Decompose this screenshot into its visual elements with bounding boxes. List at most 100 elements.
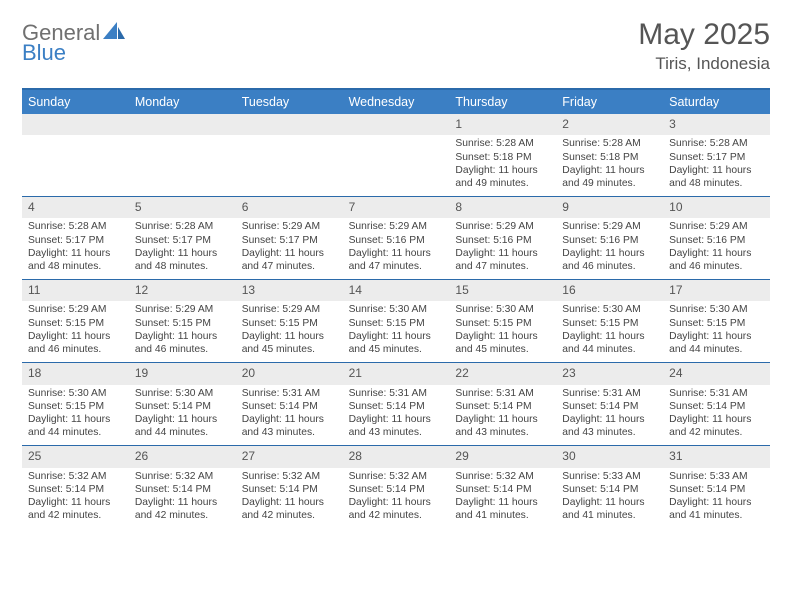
calendar-week: 1Sunrise: 5:28 AMSunset: 5:18 PMDaylight… — [22, 114, 770, 197]
day-number: 2 — [556, 114, 663, 135]
daylight-line: Daylight: 11 hours and 47 minutes. — [455, 247, 550, 273]
day-details: Sunrise: 5:31 AMSunset: 5:14 PMDaylight:… — [236, 385, 343, 446]
day-details: Sunrise: 5:29 AMSunset: 5:15 PMDaylight:… — [236, 301, 343, 362]
sunrise-line: Sunrise: 5:30 AM — [669, 303, 764, 316]
day-number: 31 — [663, 446, 770, 467]
day-number: 3 — [663, 114, 770, 135]
daylight-line: Daylight: 11 hours and 42 minutes. — [669, 413, 764, 439]
day-number: 10 — [663, 197, 770, 218]
calendar-day: 9Sunrise: 5:29 AMSunset: 5:16 PMDaylight… — [556, 197, 663, 279]
sunset-line: Sunset: 5:15 PM — [28, 317, 123, 330]
day-details — [129, 135, 236, 183]
day-number: 18 — [22, 363, 129, 384]
day-details: Sunrise: 5:33 AMSunset: 5:14 PMDaylight:… — [556, 468, 663, 529]
day-details: Sunrise: 5:31 AMSunset: 5:14 PMDaylight:… — [663, 385, 770, 446]
day-number: 19 — [129, 363, 236, 384]
calendar-day: 2Sunrise: 5:28 AMSunset: 5:18 PMDaylight… — [556, 114, 663, 196]
sunrise-line: Sunrise: 5:28 AM — [669, 137, 764, 150]
sail-icon — [103, 22, 125, 44]
day-details: Sunrise: 5:29 AMSunset: 5:16 PMDaylight:… — [556, 218, 663, 279]
calendar-day: 8Sunrise: 5:29 AMSunset: 5:16 PMDaylight… — [449, 197, 556, 279]
sunrise-line: Sunrise: 5:32 AM — [242, 470, 337, 483]
daylight-line: Daylight: 11 hours and 44 minutes. — [28, 413, 123, 439]
calendar-day: 12Sunrise: 5:29 AMSunset: 5:15 PMDayligh… — [129, 280, 236, 362]
sunset-line: Sunset: 5:14 PM — [242, 483, 337, 496]
day-number: 16 — [556, 280, 663, 301]
sunset-line: Sunset: 5:14 PM — [135, 483, 230, 496]
day-number: 24 — [663, 363, 770, 384]
weekday-header: Monday — [129, 90, 236, 114]
day-number: 13 — [236, 280, 343, 301]
day-number: 6 — [236, 197, 343, 218]
day-number: 5 — [129, 197, 236, 218]
sunset-line: Sunset: 5:15 PM — [669, 317, 764, 330]
day-details: Sunrise: 5:28 AMSunset: 5:17 PMDaylight:… — [22, 218, 129, 279]
calendar-day: 17Sunrise: 5:30 AMSunset: 5:15 PMDayligh… — [663, 280, 770, 362]
day-details — [343, 135, 450, 183]
daylight-line: Daylight: 11 hours and 48 minutes. — [28, 247, 123, 273]
sunrise-line: Sunrise: 5:33 AM — [669, 470, 764, 483]
calendar-day: 30Sunrise: 5:33 AMSunset: 5:14 PMDayligh… — [556, 446, 663, 528]
calendar: SundayMondayTuesdayWednesdayThursdayFrid… — [22, 88, 770, 528]
sunset-line: Sunset: 5:14 PM — [242, 400, 337, 413]
calendar-day: 27Sunrise: 5:32 AMSunset: 5:14 PMDayligh… — [236, 446, 343, 528]
daylight-line: Daylight: 11 hours and 44 minutes. — [562, 330, 657, 356]
sunset-line: Sunset: 5:17 PM — [135, 234, 230, 247]
sunset-line: Sunset: 5:17 PM — [242, 234, 337, 247]
sunset-line: Sunset: 5:14 PM — [28, 483, 123, 496]
calendar-day: 18Sunrise: 5:30 AMSunset: 5:15 PMDayligh… — [22, 363, 129, 445]
day-details: Sunrise: 5:32 AMSunset: 5:14 PMDaylight:… — [343, 468, 450, 529]
day-details: Sunrise: 5:32 AMSunset: 5:14 PMDaylight:… — [236, 468, 343, 529]
calendar-day: 6Sunrise: 5:29 AMSunset: 5:17 PMDaylight… — [236, 197, 343, 279]
sunrise-line: Sunrise: 5:28 AM — [28, 220, 123, 233]
daylight-line: Daylight: 11 hours and 43 minutes. — [349, 413, 444, 439]
weekday-header: Friday — [556, 90, 663, 114]
daylight-line: Daylight: 11 hours and 48 minutes. — [135, 247, 230, 273]
calendar-day: 25Sunrise: 5:32 AMSunset: 5:14 PMDayligh… — [22, 446, 129, 528]
calendar-day: 1Sunrise: 5:28 AMSunset: 5:18 PMDaylight… — [449, 114, 556, 196]
day-details: Sunrise: 5:32 AMSunset: 5:14 PMDaylight:… — [449, 468, 556, 529]
sunrise-line: Sunrise: 5:30 AM — [455, 303, 550, 316]
calendar-week: 11Sunrise: 5:29 AMSunset: 5:15 PMDayligh… — [22, 280, 770, 363]
calendar-body: 1Sunrise: 5:28 AMSunset: 5:18 PMDaylight… — [22, 114, 770, 528]
daylight-line: Daylight: 11 hours and 49 minutes. — [562, 164, 657, 190]
daylight-line: Daylight: 11 hours and 42 minutes. — [135, 496, 230, 522]
sunset-line: Sunset: 5:15 PM — [349, 317, 444, 330]
day-details: Sunrise: 5:29 AMSunset: 5:15 PMDaylight:… — [129, 301, 236, 362]
daylight-line: Daylight: 11 hours and 46 minutes. — [28, 330, 123, 356]
day-details: Sunrise: 5:28 AMSunset: 5:17 PMDaylight:… — [663, 135, 770, 196]
sunrise-line: Sunrise: 5:32 AM — [455, 470, 550, 483]
day-number: 25 — [22, 446, 129, 467]
day-number — [236, 114, 343, 135]
sunrise-line: Sunrise: 5:28 AM — [135, 220, 230, 233]
calendar-day-empty — [236, 114, 343, 196]
calendar-day: 11Sunrise: 5:29 AMSunset: 5:15 PMDayligh… — [22, 280, 129, 362]
sunset-line: Sunset: 5:17 PM — [28, 234, 123, 247]
sunrise-line: Sunrise: 5:32 AM — [28, 470, 123, 483]
daylight-line: Daylight: 11 hours and 41 minutes. — [669, 496, 764, 522]
day-details: Sunrise: 5:33 AMSunset: 5:14 PMDaylight:… — [663, 468, 770, 529]
sunset-line: Sunset: 5:15 PM — [562, 317, 657, 330]
daylight-line: Daylight: 11 hours and 44 minutes. — [135, 413, 230, 439]
calendar-day: 20Sunrise: 5:31 AMSunset: 5:14 PMDayligh… — [236, 363, 343, 445]
daylight-line: Daylight: 11 hours and 41 minutes. — [455, 496, 550, 522]
day-details: Sunrise: 5:29 AMSunset: 5:15 PMDaylight:… — [22, 301, 129, 362]
sunset-line: Sunset: 5:14 PM — [562, 400, 657, 413]
sunset-line: Sunset: 5:14 PM — [562, 483, 657, 496]
day-number: 26 — [129, 446, 236, 467]
day-number: 11 — [22, 280, 129, 301]
daylight-line: Daylight: 11 hours and 43 minutes. — [562, 413, 657, 439]
calendar-day: 28Sunrise: 5:32 AMSunset: 5:14 PMDayligh… — [343, 446, 450, 528]
sunrise-line: Sunrise: 5:29 AM — [242, 303, 337, 316]
sunrise-line: Sunrise: 5:31 AM — [349, 387, 444, 400]
weekday-header-row: SundayMondayTuesdayWednesdayThursdayFrid… — [22, 88, 770, 114]
calendar-day-empty — [129, 114, 236, 196]
calendar-day: 13Sunrise: 5:29 AMSunset: 5:15 PMDayligh… — [236, 280, 343, 362]
day-number — [129, 114, 236, 135]
sunrise-line: Sunrise: 5:31 AM — [562, 387, 657, 400]
day-number: 21 — [343, 363, 450, 384]
sunrise-line: Sunrise: 5:29 AM — [562, 220, 657, 233]
daylight-line: Daylight: 11 hours and 46 minutes. — [135, 330, 230, 356]
calendar-day: 21Sunrise: 5:31 AMSunset: 5:14 PMDayligh… — [343, 363, 450, 445]
day-number — [22, 114, 129, 135]
